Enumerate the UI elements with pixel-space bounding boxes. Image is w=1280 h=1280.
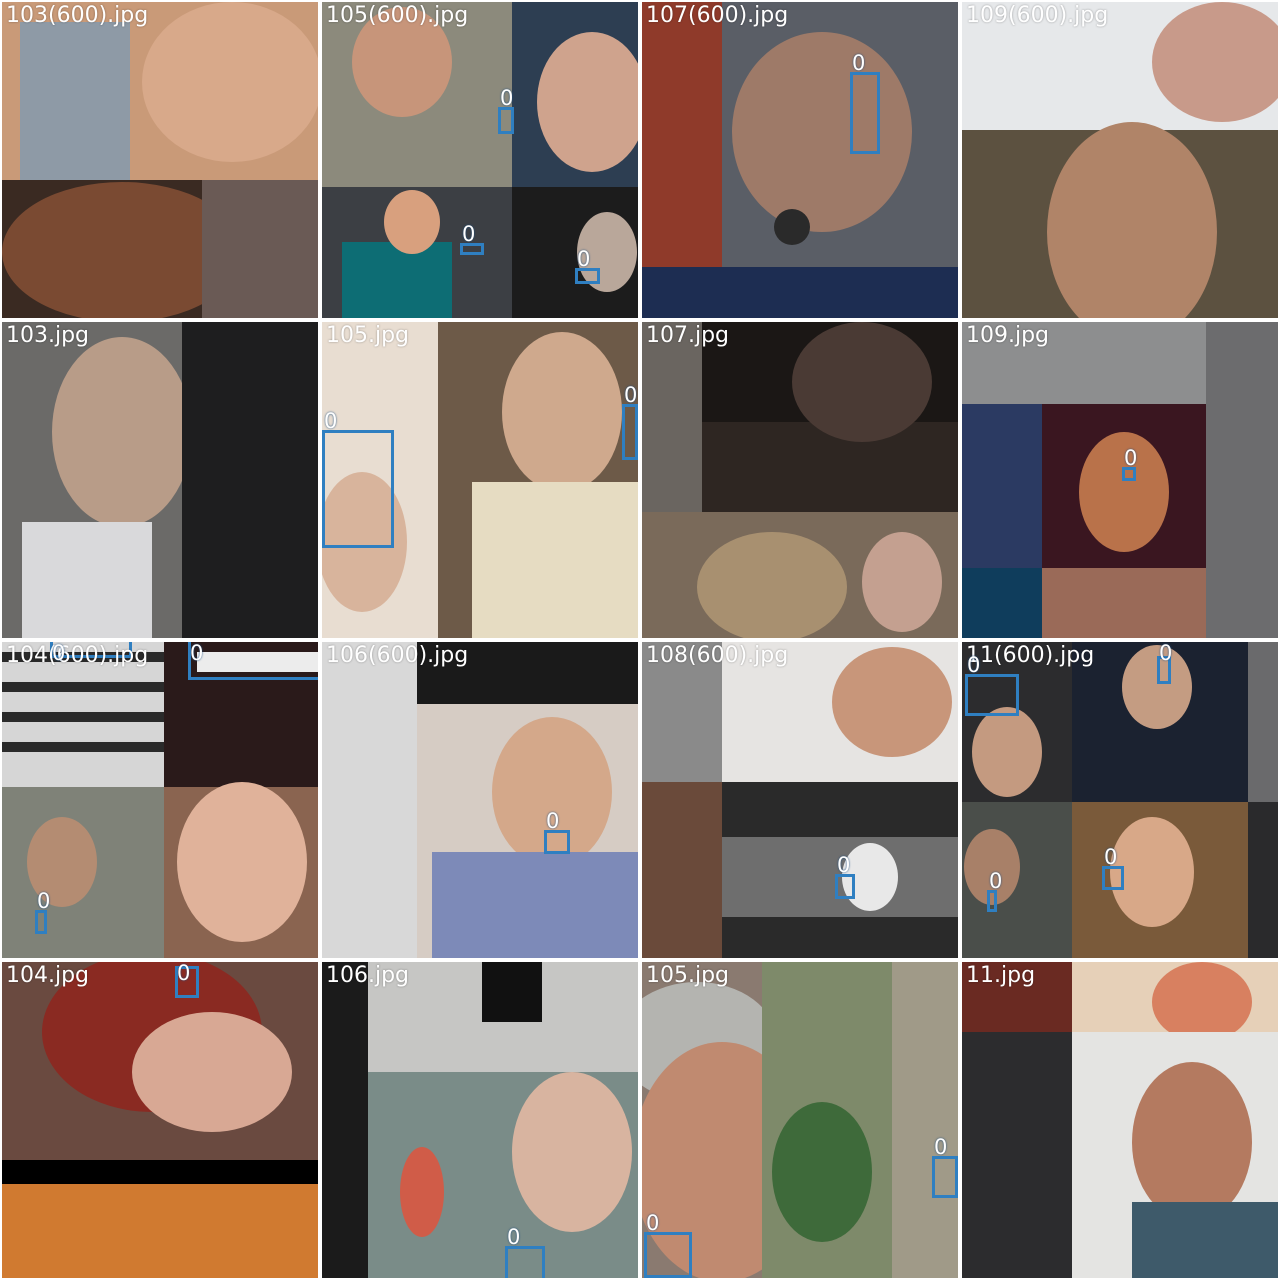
detection-label: 0 — [1159, 642, 1173, 665]
image-tile: 106.jpg 0 — [322, 962, 638, 1278]
image-filename: 108(600).jpg — [646, 643, 789, 668]
photo-image — [642, 2, 958, 318]
image-filename: 107(600).jpg — [646, 3, 789, 28]
detection-box — [460, 243, 484, 255]
photo-image — [2, 2, 318, 318]
detection-label: 0 — [507, 1225, 521, 1249]
photo-image — [642, 322, 958, 638]
detection-box — [1157, 656, 1171, 684]
image-filename: 104.jpg — [6, 963, 90, 988]
image-tile: 11.jpg — [962, 962, 1278, 1278]
photo-image — [2, 642, 318, 958]
image-filename: 106(600).jpg — [326, 643, 469, 668]
image-filename: 109(600).jpg — [966, 3, 1109, 28]
image-tile: 103.jpg — [2, 322, 318, 638]
image-tile: 105(600).jpg 0 0 0 — [322, 2, 638, 318]
image-tile: 105.jpg 0 0 — [642, 962, 958, 1278]
detection-label: 0 — [989, 869, 1003, 893]
detection-label: 0 — [190, 642, 204, 665]
image-tile: 107.jpg — [642, 322, 958, 638]
detection-label: 0 — [462, 222, 476, 246]
detection-label: 0 — [324, 409, 338, 433]
detection-label: 0 — [852, 51, 866, 75]
image-tile: 11(600).jpg 0 0 0 0 — [962, 642, 1278, 958]
photo-image — [962, 322, 1278, 638]
detection-box — [644, 1232, 692, 1278]
photo-image — [962, 2, 1278, 318]
detection-label: 0 — [500, 86, 514, 110]
image-tile: 105.jpg 0 0 — [322, 322, 638, 638]
image-filename: 107.jpg — [646, 323, 730, 348]
detection-label: 0 — [37, 889, 51, 913]
image-tile: 103(600).jpg — [2, 2, 318, 318]
detection-label: 0 — [934, 1135, 948, 1159]
detection-box — [835, 874, 855, 899]
image-tile: 104(600).jpg 0 0 0 — [2, 642, 318, 958]
photo-image — [2, 962, 318, 1278]
photo-image — [642, 642, 958, 958]
image-tile: 104.jpg 0 — [2, 962, 318, 1278]
image-tile: 108(600).jpg 0 — [642, 642, 958, 958]
image-filename: 109.jpg — [966, 323, 1050, 348]
detection-box — [965, 674, 1019, 716]
photo-image — [322, 2, 638, 318]
image-filename: 106.jpg — [326, 963, 410, 988]
image-filename: 104(600).jpg — [6, 643, 149, 668]
detection-label: 0 — [837, 853, 851, 877]
detection-label: 0 — [546, 809, 560, 833]
detection-box — [175, 966, 199, 998]
detection-box — [50, 642, 132, 658]
detection-label: 0 — [52, 642, 66, 665]
detection-box — [188, 642, 318, 680]
image-filename: 105(600).jpg — [326, 3, 469, 28]
detection-box — [987, 890, 997, 912]
detection-box — [1122, 467, 1136, 481]
image-filename: 11.jpg — [966, 963, 1036, 988]
photo-image — [322, 962, 638, 1278]
photo-image — [322, 322, 638, 638]
detection-label: 0 — [577, 247, 591, 271]
detection-label: 0 — [1104, 845, 1118, 869]
detection-box — [35, 910, 47, 934]
detection-box — [622, 404, 638, 460]
detection-box — [850, 72, 880, 154]
image-tile: 109(600).jpg — [962, 2, 1278, 318]
detection-label: 0 — [646, 1211, 660, 1235]
detection-label: 0 — [624, 383, 638, 407]
detection-box — [1102, 866, 1124, 890]
image-filename: 105.jpg — [646, 963, 730, 988]
image-tile: 106(600).jpg 0 — [322, 642, 638, 958]
image-filename: 105.jpg — [326, 323, 410, 348]
detection-box — [322, 430, 394, 548]
detection-box — [505, 1246, 545, 1278]
detection-label: 0 — [177, 962, 191, 985]
detection-box — [544, 830, 570, 854]
image-filename: 11(600).jpg — [966, 643, 1095, 668]
photo-image — [322, 642, 638, 958]
image-filename: 103(600).jpg — [6, 3, 149, 28]
image-filename: 103.jpg — [6, 323, 90, 348]
detection-box — [932, 1156, 958, 1198]
detection-label: 0 — [967, 653, 981, 677]
photo-image — [962, 642, 1278, 958]
image-tile: 107(600).jpg 0 — [642, 2, 958, 318]
detection-label: 0 — [1124, 446, 1138, 470]
photo-image — [2, 322, 318, 638]
detection-box — [575, 268, 600, 284]
photo-image — [642, 962, 958, 1278]
image-tile: 109.jpg 0 — [962, 322, 1278, 638]
detection-box — [498, 107, 514, 134]
photo-image — [962, 962, 1278, 1278]
